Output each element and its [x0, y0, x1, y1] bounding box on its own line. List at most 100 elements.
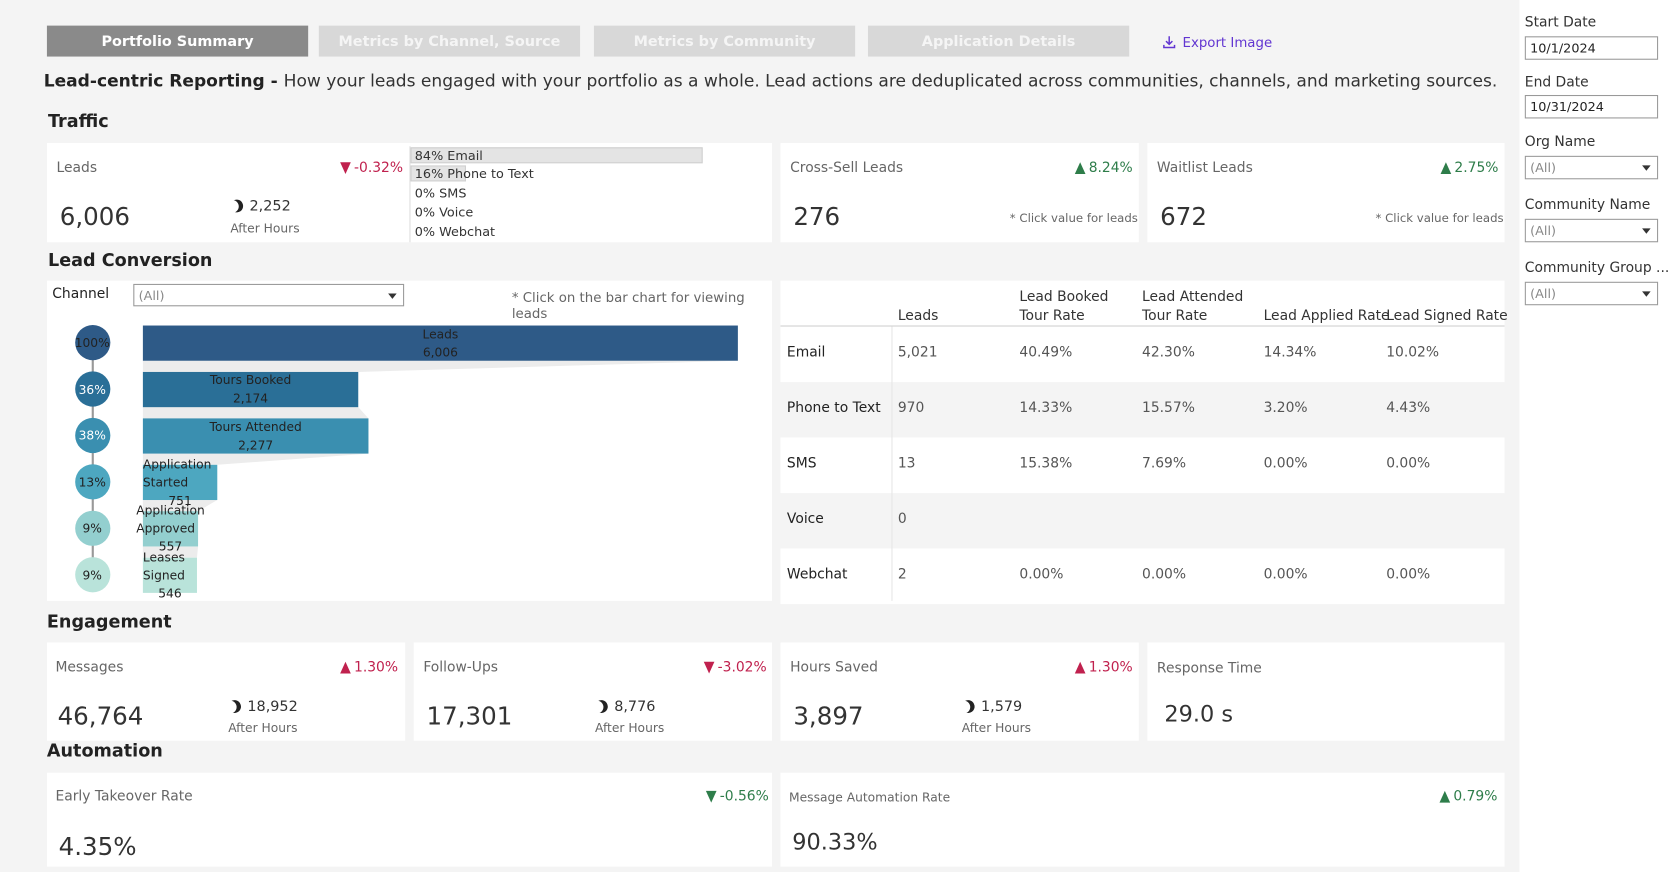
moon-icon — [229, 198, 245, 214]
leads-after-hours-label: After Hours — [230, 220, 300, 236]
funnel-bar-category: Application Approved — [136, 502, 205, 536]
funnel-bar-label[interactable]: Tours Booked 2,174 — [143, 372, 358, 407]
org-name-select[interactable]: (All) — [1524, 155, 1659, 180]
funnel-step-circle — [75, 371, 111, 407]
funnel-bar[interactable] — [142, 325, 738, 361]
page-headline: Lead-centric Reporting - How your leads … — [44, 70, 1498, 90]
down-triangle-icon — [703, 661, 715, 674]
cross-sell-value[interactable]: 276 — [793, 203, 841, 232]
funnel-bar-label[interactable]: Application Approved 557 — [136, 503, 205, 554]
message-automation-card: Message Automation Rate 0.79% 90.33% — [780, 772, 1505, 867]
community-group-select[interactable]: (All) — [1524, 281, 1659, 306]
table-row[interactable] — [780, 493, 1505, 549]
funnel-bar[interactable] — [142, 464, 218, 501]
funnel-hint: * Click on the bar chart for viewing lea… — [511, 289, 745, 322]
funnel-step-circle — [75, 510, 111, 546]
leads-value[interactable]: 6,006 — [59, 203, 130, 232]
funnel-bar-value: 6,006 — [422, 344, 458, 360]
table-cell: 13 — [897, 455, 916, 472]
leads-delta: -0.32% — [340, 160, 403, 176]
waitlist-card: Waitlist Leads 2.75% 672 * Click value f… — [1147, 143, 1505, 243]
hours-saved-label: Hours Saved — [790, 659, 878, 676]
engagement-title: Engagement — [46, 611, 172, 632]
headline-bold: Lead-centric Reporting - — [43, 70, 284, 91]
cross-sell-delta: 8.24% — [1074, 160, 1133, 176]
followups-delta-value: -3.02% — [717, 659, 767, 676]
response-time-label: Response Time — [1156, 660, 1262, 677]
channel-select[interactable]: (All) — [133, 283, 405, 307]
hours-saved-delta-value: 1.30% — [1088, 659, 1133, 676]
headline-text: How your leads engaged with your portfol… — [283, 70, 1498, 91]
funnel-bar[interactable] — [142, 371, 359, 408]
channel-split-label: 0% Webchat — [414, 223, 496, 239]
funnel-step-circle — [75, 324, 111, 361]
table-row-channel: Phone to Text — [786, 400, 881, 417]
funnel-bar-category: Leads — [422, 326, 459, 342]
table-header[interactable]: Leads — [897, 308, 939, 325]
funnel-bar-label[interactable]: Leases Signed 546 — [143, 549, 197, 600]
download-icon — [1163, 36, 1176, 49]
funnel-bar[interactable] — [142, 418, 369, 454]
table-cell: 0.00% — [1386, 566, 1431, 583]
export-image-button[interactable]: Export Image — [1162, 34, 1272, 50]
early-takeover-card: Early Takeover Rate -0.56% 4.35% — [46, 772, 773, 867]
waitlist-value[interactable]: 672 — [1160, 203, 1207, 232]
leads-channel-split: 84% Email 16% Phone to Text 0% SMS 0% Voice… — [409, 146, 759, 243]
channel-split-row: 84% Email — [410, 146, 759, 164]
channel-split-label: 0% Voice — [414, 204, 474, 220]
followups-delta: -3.02% — [703, 659, 767, 676]
tab-application-details[interactable]: Application Details — [867, 25, 1130, 57]
response-time-card: Response Time 29.0 s — [1147, 642, 1505, 741]
table-cell: 3.20% — [1263, 400, 1308, 417]
table-cell: 0.00% — [1263, 455, 1308, 472]
tab-metrics-by-channel-source[interactable]: Metrics by Channel, Source — [318, 25, 581, 57]
table-row[interactable] — [780, 382, 1505, 438]
table-header[interactable]: Lead Signed Rate — [1386, 308, 1508, 325]
message-automation-value: 90.33% — [792, 829, 878, 855]
table-row[interactable] — [780, 437, 1505, 494]
community-name-value: (All) — [1530, 223, 1556, 239]
table-header[interactable]: Lead Attended Tour Rate — [1142, 289, 1244, 325]
funnel-bar-category: Tours Attended — [209, 418, 302, 434]
table-row[interactable] — [780, 548, 1505, 605]
funnel-card: Channel (All) * Click on the bar chart f… — [46, 280, 773, 601]
waitlist-label: Waitlist Leads — [1156, 160, 1253, 177]
messages-after-hours-value: 18,952 — [247, 698, 298, 716]
table-column-divider — [891, 326, 893, 601]
hours-saved-after-hours-label: After Hours — [961, 720, 1032, 736]
conversion-table: Leads Lead Booked Tour Rate Lead Attended … — [780, 280, 1508, 605]
community-name-label: Community Name — [1524, 197, 1651, 214]
tab-portfolio-summary[interactable]: Portfolio Summary — [46, 25, 309, 57]
table-header[interactable]: Lead Booked Tour Rate — [1019, 289, 1109, 325]
community-name-select[interactable]: (All) — [1524, 218, 1659, 243]
caret-down-icon — [1642, 228, 1651, 234]
table-header[interactable]: Lead Applied Rate — [1263, 308, 1390, 325]
funnel-bar[interactable] — [142, 511, 199, 547]
filters-panel: Start Date 10/1/2024 End Date 10/31/2024… — [1519, 10, 1672, 867]
funnel-connector — [142, 453, 369, 465]
funnel-bar-label[interactable]: Application Started 751 — [143, 456, 217, 507]
funnel-bar-label[interactable]: Leads 6,006 — [143, 326, 738, 361]
table-row-channel: SMS — [786, 455, 817, 472]
hours-saved-value: 3,897 — [793, 703, 864, 732]
messages-card: Messages 1.30% 46,764 18,952 After Hours — [46, 642, 406, 741]
funnel-connector — [142, 546, 199, 558]
channel-select-value: (All) — [138, 288, 165, 304]
followups-after-hours-value: 8,776 — [614, 698, 656, 716]
end-date-input[interactable]: 10/31/2024 — [1524, 94, 1659, 119]
funnel-step-pct: 100% — [74, 335, 110, 351]
table-row[interactable] — [780, 326, 1505, 383]
funnel-bar-value: 2,174 — [233, 390, 269, 406]
tab-metrics-by-community[interactable]: Metrics by Community — [593, 25, 856, 57]
funnel-bar-label[interactable]: Tours Attended 2,277 — [143, 418, 369, 453]
message-automation-delta: 0.79% — [1439, 789, 1497, 805]
up-triangle-icon — [340, 661, 351, 674]
table-cell: 0 — [897, 511, 907, 528]
table-cell: 10.02% — [1386, 344, 1440, 361]
org-name-value: (All) — [1530, 160, 1556, 176]
funnel-step-circle — [75, 557, 111, 593]
funnel-bar[interactable] — [142, 557, 197, 593]
channel-split-bar — [410, 165, 467, 182]
table-cell: 15.38% — [1019, 455, 1073, 472]
start-date-input[interactable]: 10/1/2024 — [1524, 36, 1659, 60]
